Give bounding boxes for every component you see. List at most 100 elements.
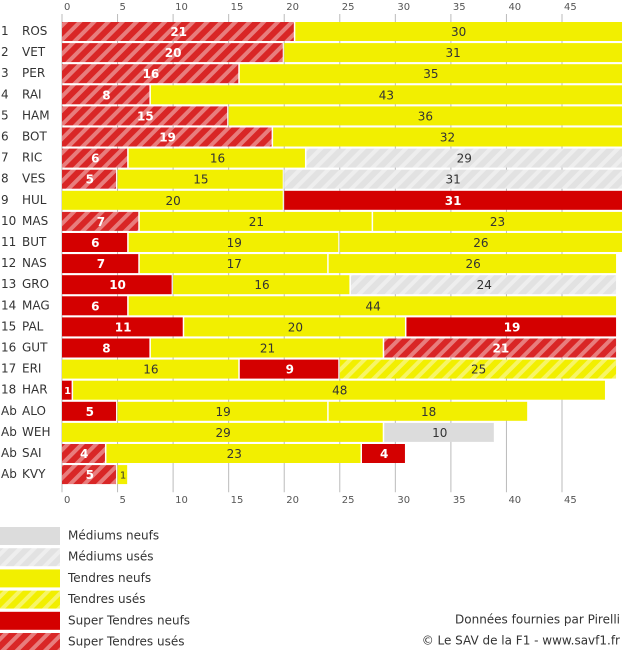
position-label: 3 <box>1 66 9 80</box>
tyre-stint <box>62 64 239 84</box>
tyre-stint <box>239 64 622 84</box>
x-tick-label: 20 <box>286 495 299 506</box>
legend-swatch <box>0 590 60 609</box>
stint-label: 1 <box>64 386 71 397</box>
driver-label: VET <box>22 45 46 59</box>
position-label: Ab <box>1 446 17 460</box>
tyre-stint <box>150 338 383 358</box>
driver-label: HAR <box>22 383 48 397</box>
stint-label: 8 <box>102 342 110 356</box>
stint-label: 6 <box>91 236 99 250</box>
driver-label: RIC <box>22 151 42 165</box>
stint-label: 5 <box>86 405 94 419</box>
tyre-stint <box>62 359 239 379</box>
stint-label: 30 <box>451 25 466 39</box>
legend-label: Super Tendres usés <box>68 635 184 649</box>
driver-label: ERI <box>22 362 41 376</box>
position-label: 5 <box>1 108 9 122</box>
legend-swatch <box>0 548 60 567</box>
stint-label: 21 <box>249 215 264 229</box>
stint-label: 36 <box>418 109 433 123</box>
stint-label: 31 <box>445 173 460 187</box>
stint-label: 19 <box>504 320 521 334</box>
tyre-stint <box>184 317 405 337</box>
stint-label: 15 <box>193 173 208 187</box>
legend-label: Tendres neufs <box>67 571 151 585</box>
tyre-stint <box>362 444 405 463</box>
x-tick-label: 30 <box>397 495 410 506</box>
position-label: Ab <box>1 404 17 418</box>
stint-label: 5 <box>86 468 94 482</box>
stint-label: 10 <box>432 426 447 440</box>
stint-label: 15 <box>137 109 154 123</box>
stint-label: 21 <box>493 342 510 356</box>
tyre-stint <box>295 22 622 41</box>
stint-label: 29 <box>457 152 472 166</box>
stint-label: 19 <box>159 131 176 145</box>
stint-label: 6 <box>91 152 99 166</box>
tyre-stint <box>384 422 494 442</box>
driver-label: MAS <box>22 214 48 228</box>
tyre-stint <box>106 444 361 463</box>
tyre-stint <box>117 169 283 189</box>
position-label: 1 <box>1 24 9 38</box>
driver-label: BUT <box>22 235 47 249</box>
tyre-stint <box>62 296 128 316</box>
x-tick-label: 15 <box>231 2 244 13</box>
position-label: 14 <box>1 298 16 312</box>
driver-label: SAI <box>22 446 42 460</box>
driver-label: KVY <box>22 467 46 481</box>
legend-label: Médiums usés <box>68 550 154 564</box>
stint-label: 4 <box>80 447 88 461</box>
legend-swatch <box>0 569 60 588</box>
position-label: 7 <box>1 151 9 165</box>
position-label: 17 <box>1 362 16 376</box>
stint-label: 18 <box>421 405 436 419</box>
stint-label: 11 <box>115 320 132 334</box>
stint-label: 5 <box>86 173 94 187</box>
legend-label: Super Tendres neufs <box>68 613 190 627</box>
legend-swatch <box>0 527 60 545</box>
position-label: 13 <box>1 277 16 291</box>
stint-label: 16 <box>143 67 160 81</box>
driver-label: PER <box>22 66 45 80</box>
x-tick-label: 10 <box>175 495 188 506</box>
position-label: 2 <box>1 45 9 59</box>
stint-label: 7 <box>97 257 105 271</box>
stint-label: 23 <box>490 215 505 229</box>
stint-label: 20 <box>165 194 180 208</box>
tyre-stint <box>328 401 528 421</box>
x-tick-label: 10 <box>175 2 188 13</box>
tyre-stint <box>62 401 117 421</box>
stint-label: 4 <box>380 447 388 461</box>
position-label: 15 <box>1 319 16 333</box>
legend-swatch <box>0 633 60 650</box>
stint-label: 44 <box>365 299 380 313</box>
tyre-stint <box>406 317 617 337</box>
position-label: 10 <box>1 214 16 228</box>
stint-label: 9 <box>286 363 294 377</box>
x-tick-label: 40 <box>508 2 521 13</box>
tyre-stint <box>139 254 328 274</box>
stint-label: 17 <box>227 257 242 271</box>
tyre-stint <box>273 127 622 147</box>
stint-label: 19 <box>227 236 242 250</box>
driver-label: GUT <box>22 341 48 355</box>
driver-label: HUL <box>22 193 47 207</box>
tyre-stint <box>284 190 622 210</box>
stint-label: 20 <box>288 320 303 334</box>
stint-label: 19 <box>215 405 230 419</box>
tyre-stint <box>62 380 72 400</box>
driver-label: VES <box>22 172 45 186</box>
stint-label: 6 <box>91 299 99 313</box>
stint-label: 16 <box>254 278 269 292</box>
tyre-stint <box>62 22 294 41</box>
x-tick-label: 25 <box>342 495 355 506</box>
tyre-stint <box>373 211 622 231</box>
tyre-stint <box>284 169 622 189</box>
x-tick-label: 5 <box>120 2 126 13</box>
tyre-stint <box>339 359 617 379</box>
stint-label: 10 <box>109 278 126 292</box>
tyre-stint <box>62 338 150 358</box>
